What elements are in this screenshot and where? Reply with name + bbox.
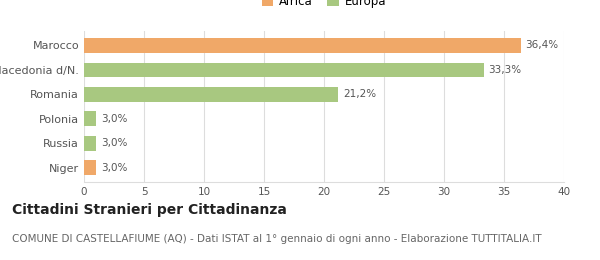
Text: 3,0%: 3,0% [101,138,127,148]
Bar [84,112,96,126]
Text: COMUNE DI CASTELLAFIUME (AQ) - Dati ISTAT al 1° gennaio di ogni anno - Elaborazi: COMUNE DI CASTELLAFIUME (AQ) - Dati ISTA… [12,234,542,244]
Bar [84,63,484,77]
Bar [84,160,96,175]
Bar [84,87,338,102]
Text: Cittadini Stranieri per Cittadinanza: Cittadini Stranieri per Cittadinanza [12,203,287,217]
Legend: Africa, Europa: Africa, Europa [262,0,386,8]
Bar [84,38,521,53]
Text: 3,0%: 3,0% [101,163,127,173]
Text: 33,3%: 33,3% [488,65,521,75]
Text: 3,0%: 3,0% [101,114,127,124]
Bar [84,136,96,151]
Text: 21,2%: 21,2% [343,89,376,99]
Text: 36,4%: 36,4% [526,40,559,50]
